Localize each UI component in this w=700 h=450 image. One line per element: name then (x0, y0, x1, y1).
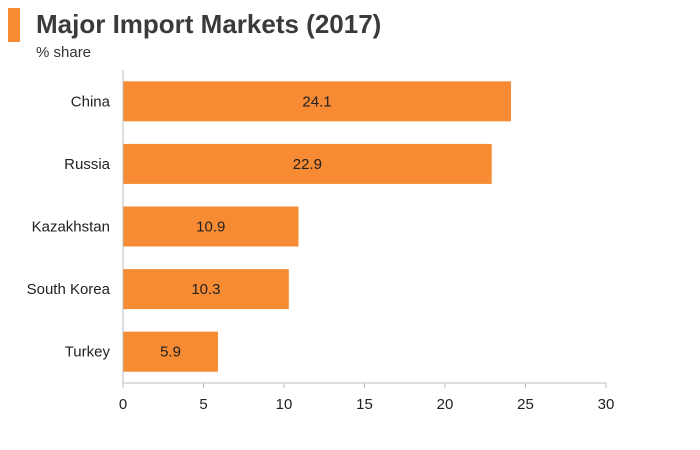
x-tick-label: 0 (119, 396, 127, 413)
data-label: 5.9 (160, 344, 181, 361)
bar-china (123, 81, 512, 122)
x-tick-label: 15 (356, 396, 373, 413)
chart-title: Major Import Markets (2017) (36, 9, 382, 39)
category-label: Russia (64, 156, 111, 173)
data-label: 10.9 (196, 219, 225, 236)
x-tick-label: 10 (276, 396, 293, 413)
x-tick-label: 30 (598, 396, 615, 413)
bar-kazakhstan (123, 206, 299, 247)
bar-turkey (123, 331, 218, 372)
data-label: 10.3 (191, 281, 220, 298)
bar-russia (123, 143, 492, 184)
x-tick-label: 5 (199, 396, 207, 413)
category-label: Kazakhstan (32, 219, 110, 236)
category-label: China (71, 93, 111, 110)
data-label: 22.9 (293, 156, 322, 173)
category-label: South Korea (27, 281, 111, 298)
x-tick-label: 20 (437, 396, 454, 413)
category-label: Turkey (65, 344, 111, 361)
bar-south-korea (123, 269, 289, 310)
chart-subtitle: % share (36, 44, 92, 61)
data-label: 24.1 (302, 93, 331, 110)
title-accent-bar (8, 8, 20, 42)
x-tick-label: 25 (517, 396, 534, 413)
